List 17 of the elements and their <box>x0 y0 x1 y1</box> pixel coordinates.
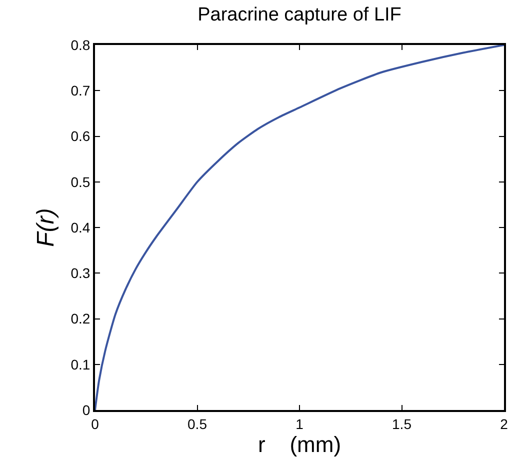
y-tick-label: 0.1 <box>70 356 90 372</box>
y-axis-title: F(r) <box>32 208 60 247</box>
line-series <box>95 45 504 410</box>
x-tick-label: 2 <box>500 416 508 432</box>
y-tick-label: 0.2 <box>70 310 90 327</box>
y-tick-label: 0.5 <box>70 174 90 190</box>
x-tick-label: 0.5 <box>188 416 208 432</box>
chart-title: Paracrine capture of LIF <box>198 4 402 26</box>
y-tick-label: 0.4 <box>70 219 90 236</box>
y-tick-label: 0.3 <box>70 265 90 282</box>
y-tick-label: 0.7 <box>70 82 90 99</box>
x-tick-label: 1 <box>296 416 304 432</box>
y-tick-label: 0.8 <box>70 36 90 53</box>
x-axis-title: r (mm) <box>258 432 342 457</box>
x-tick-label: 1.5 <box>392 416 412 432</box>
y-tick-label: 0.6 <box>70 128 90 144</box>
y-tick-label: 0 <box>82 402 90 418</box>
